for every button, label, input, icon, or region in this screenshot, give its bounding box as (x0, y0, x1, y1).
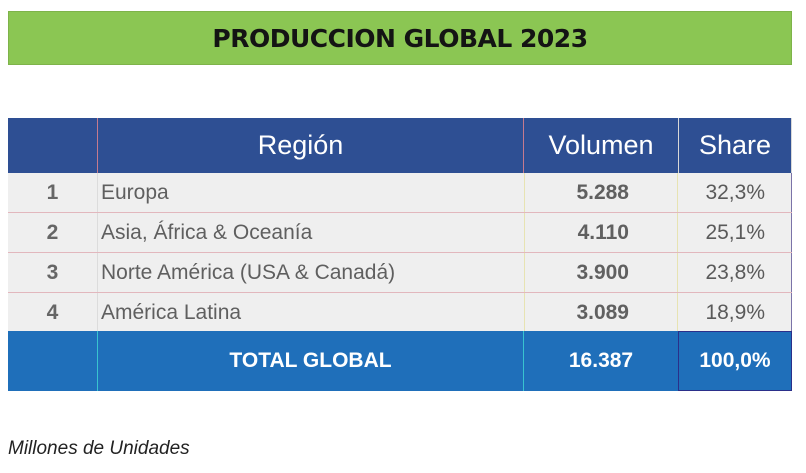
total-volume: 16.387 (568, 349, 634, 372)
total-share: 100,0% (678, 331, 792, 391)
header-volume: Volumen (548, 130, 654, 160)
row-share: 18,9% (678, 293, 792, 332)
header-share: Share (678, 118, 792, 173)
row-share: 32,3% (678, 173, 792, 212)
row-share: 25,1% (678, 213, 792, 252)
table-row: 2 Asia, África & Oceanía 4.110 25,1% (8, 213, 792, 253)
row-share: 23,8% (678, 253, 792, 292)
row-number: 4 (46, 300, 59, 324)
page-title: PRODUCCION GLOBAL 2023 (212, 23, 588, 53)
row-region: América Latina (97, 293, 524, 332)
row-region: Europa (97, 173, 524, 212)
production-table: Región Volumen Share 1 Europa 5.288 32,3… (8, 118, 792, 391)
row-volume: 4.110 (524, 213, 678, 252)
table-total-row: TOTAL GLOBAL 16.387 100,0% (8, 331, 792, 391)
table-row: 1 Europa 5.288 32,3% (8, 173, 792, 213)
header-number (8, 118, 97, 173)
total-number (8, 331, 97, 391)
row-volume: 5.288 (524, 173, 678, 212)
total-label: TOTAL GLOBAL (97, 331, 524, 391)
units-footnote: Millones de Unidades (8, 438, 190, 459)
table-header-row: Región Volumen Share (8, 118, 792, 173)
row-volume: 3.900 (524, 253, 678, 292)
row-region: Norte América (USA & Canadá) (97, 253, 524, 292)
row-number: 1 (46, 180, 59, 204)
row-region: Asia, África & Oceanía (97, 213, 524, 252)
table-row: 4 América Latina 3.089 18,9% (8, 293, 792, 333)
header-region: Región (97, 118, 524, 173)
row-volume: 3.089 (524, 293, 678, 332)
table-row: 3 Norte América (USA & Canadá) 3.900 23,… (8, 253, 792, 293)
row-number: 2 (46, 220, 59, 244)
row-number: 3 (46, 260, 59, 284)
title-banner: PRODUCCION GLOBAL 2023 (8, 11, 792, 65)
